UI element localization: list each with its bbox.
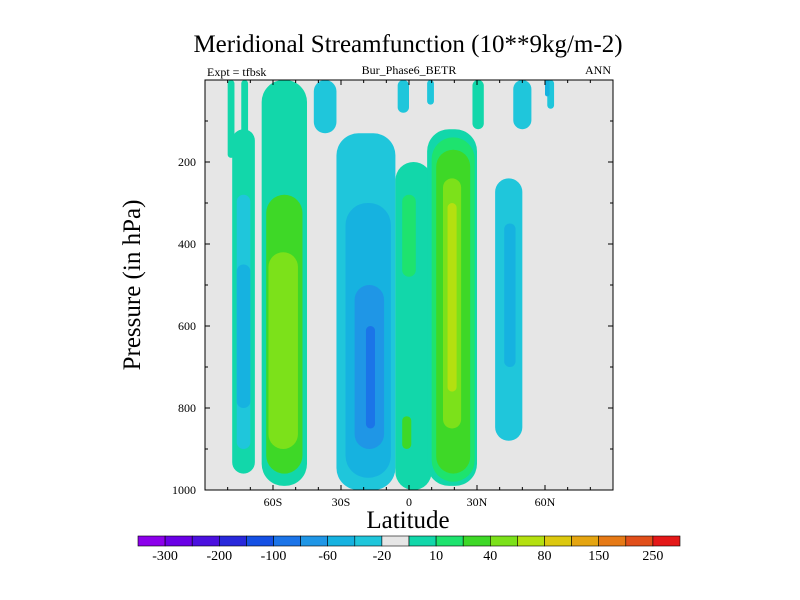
contour-region (513, 80, 532, 130)
contour-region (365, 326, 375, 429)
colorbar-swatch (273, 535, 301, 547)
contour-region (545, 80, 550, 97)
colorbar-label: -200 (206, 549, 232, 564)
contour-region (427, 80, 434, 105)
contour-region (268, 252, 298, 449)
colorbar-label: 150 (588, 549, 609, 564)
colorbar-label: -20 (373, 549, 392, 564)
y-tick-label: 1000 (172, 483, 196, 497)
case-label: Bur_Phase6_BETR (362, 63, 457, 77)
x-tick-label: 60S (264, 495, 283, 509)
y-tick-label: 800 (178, 401, 196, 415)
colorbar: -300 -200 -100 -60 -20 10 40 80 150 250 (137, 535, 681, 564)
colorbar-swatch (462, 535, 491, 547)
chart-title: Meridional Streamfunction (10**9kg/m-2) (193, 31, 622, 58)
y-axis-ticks: 200 400 600 800 1000 (172, 120, 613, 497)
x-tick-label: 0 (406, 495, 412, 509)
contour-region (504, 223, 516, 367)
colorbar-swatch (164, 535, 193, 547)
contour-region (447, 203, 457, 392)
colorbar-swatch (219, 535, 247, 547)
x-tick-label: 30N (467, 495, 488, 509)
x-tick-label: 30S (332, 495, 351, 509)
contour-fill-layer (227, 80, 555, 490)
y-tick-label: 600 (178, 319, 196, 333)
colorbar-label: 80 (538, 549, 552, 564)
x-axis-label: Latitude (366, 507, 449, 534)
colorbar-label: 10 (429, 549, 443, 564)
contour-region (402, 194, 416, 277)
y-tick-label: 400 (178, 237, 196, 251)
colorbar-swatch (517, 535, 545, 547)
colorbar-label: -300 (152, 549, 178, 564)
experiment-label: Expt = tfbsk (207, 65, 266, 79)
contour-region (402, 416, 412, 449)
season-label: ANN (585, 63, 611, 77)
contour-region (472, 80, 484, 130)
colorbar-swatch (300, 535, 329, 547)
x-tick-label: 60N (535, 495, 556, 509)
colorbar-swatch (381, 535, 410, 547)
contour-region (236, 264, 251, 408)
colorbar-swatch (137, 535, 166, 547)
colorbar-swatch (544, 535, 572, 547)
colorbar-swatch (571, 535, 599, 547)
colorbar-swatch (246, 535, 274, 547)
y-tick-label: 200 (178, 155, 196, 169)
contour-region (313, 80, 337, 134)
colorbar-swatch (408, 535, 437, 547)
colorbar-swatch (435, 535, 464, 547)
y-axis-label: Pressure (in hPa) (119, 200, 146, 371)
colorbar-label: -60 (318, 549, 337, 564)
colorbar-swatch (652, 535, 681, 547)
colorbar-label: 40 (483, 549, 497, 564)
colorbar-swatch (598, 535, 627, 547)
x-axis-ticks: 60S 30S 0 30N 60N (227, 80, 591, 509)
colorbar-swatch (327, 535, 356, 547)
contour-region (397, 80, 409, 113)
colorbar-label: 250 (642, 549, 663, 564)
colorbar-swatch (625, 535, 654, 547)
colorbar-swatch (191, 535, 220, 547)
colorbar-swatch (489, 535, 518, 547)
colorbar-label: -100 (261, 549, 287, 564)
colorbar-swatch (354, 535, 383, 547)
